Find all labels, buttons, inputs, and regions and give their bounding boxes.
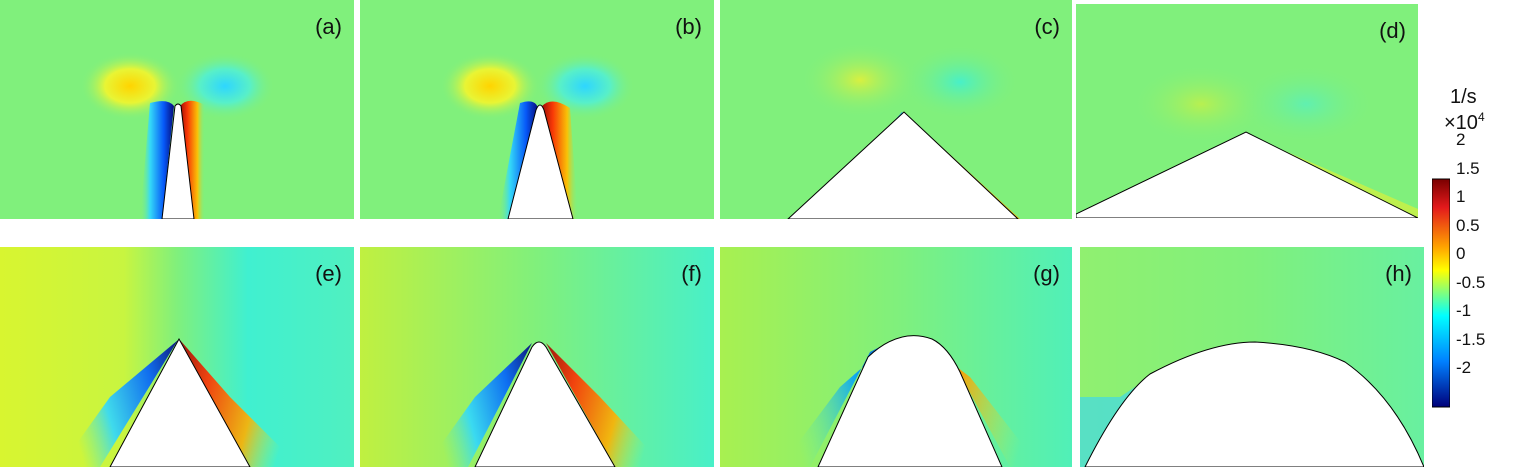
panel-e: (e) (0, 247, 354, 467)
multiplier-exponent: 4 (1477, 110, 1485, 124)
colorbar: 1/s ×104 2 1.5 1 0.5 0 -0.5 -1 -1.5 -2 (1430, 80, 1528, 408)
vorticity-field-e (0, 247, 354, 467)
panel-label: (g) (1033, 261, 1060, 286)
colorbar-tick: -1 (1456, 301, 1472, 320)
vorticity-field-b (360, 0, 714, 219)
panel-f: (f) (360, 247, 714, 467)
colorbar-gradient (1432, 178, 1450, 408)
panel-label: (f) (681, 261, 702, 286)
vorticity-field-a (0, 0, 354, 219)
panel-label: (h) (1385, 261, 1412, 286)
panel-b: (b) (360, 0, 714, 219)
colorbar-tick: 2 (1456, 130, 1466, 149)
colorbar-tick: 1 (1456, 187, 1466, 206)
panel-label: (c) (1034, 14, 1060, 39)
multiplier-text: ×10 (1444, 112, 1478, 134)
colorbar-tick: -0.5 (1456, 272, 1486, 292)
colorbar-unit: 1/s (1450, 86, 1477, 108)
colorbar-tick: 0.5 (1456, 215, 1480, 235)
panel-c: (c) (720, 0, 1072, 219)
panel-label: (d) (1379, 18, 1406, 43)
colorbar-tick: -1.5 (1456, 329, 1486, 349)
panel-g: (g) (720, 247, 1072, 467)
panel-h: (h) (1080, 247, 1424, 467)
vorticity-field-f (360, 247, 714, 467)
panel-label: (e) (315, 261, 342, 286)
colorbar-tick: 0 (1456, 244, 1466, 263)
vorticity-field-g (720, 247, 1072, 467)
colorbar-tick: -2 (1456, 358, 1472, 377)
colorbar-multiplier: ×104 (1444, 110, 1485, 135)
vorticity-field-h (1080, 247, 1424, 467)
colorbar-tick: 1.5 (1456, 158, 1480, 178)
vorticity-field-c (720, 0, 1072, 219)
vorticity-field-d (1076, 4, 1418, 218)
panel-d: (d) (1076, 4, 1418, 218)
panel-label: (b) (675, 14, 702, 39)
panel-label: (a) (315, 14, 342, 39)
panel-a: (a) (0, 0, 354, 219)
